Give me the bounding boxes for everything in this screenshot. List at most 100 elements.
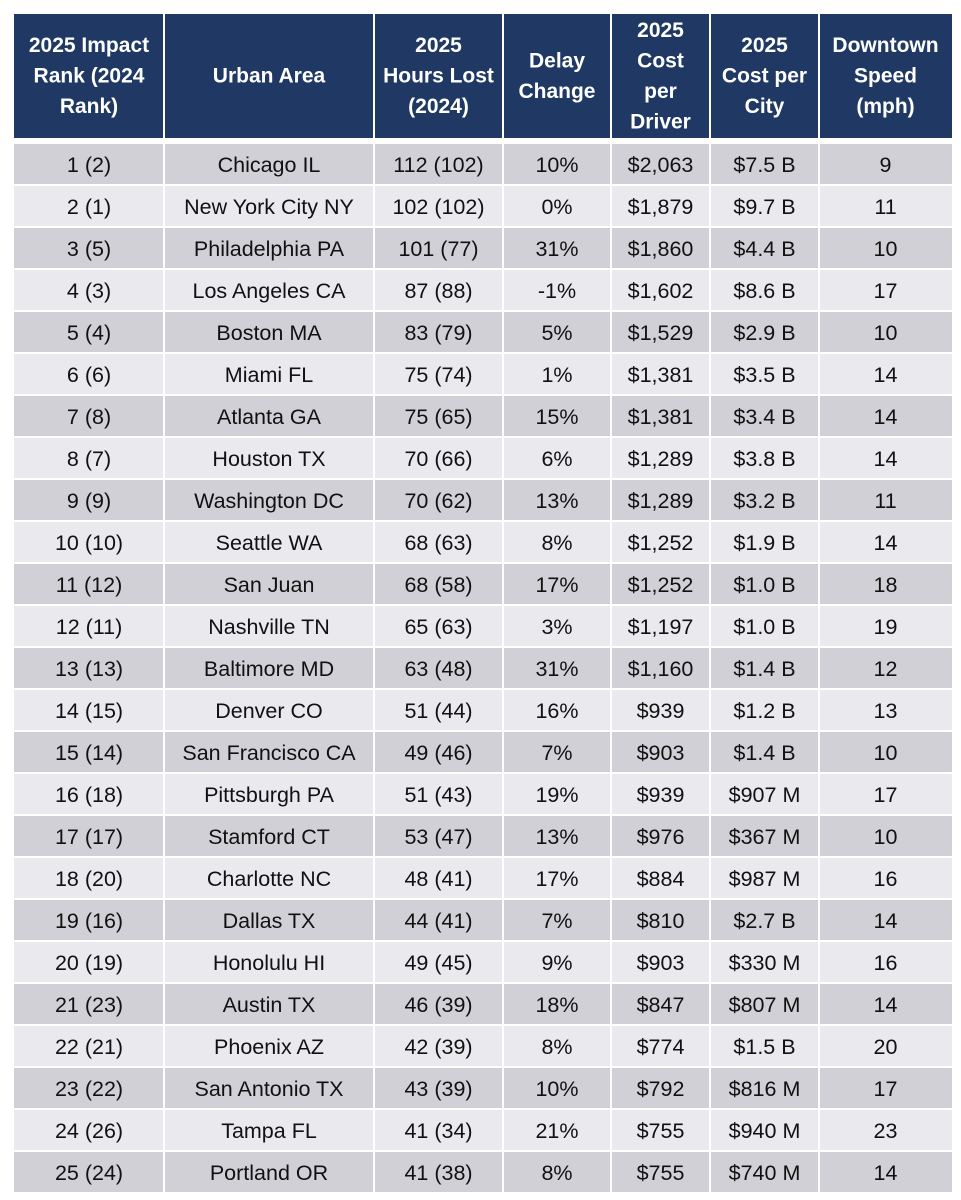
- table-cell-bg: [820, 984, 952, 1024]
- table-cell-bg: [14, 438, 163, 478]
- table-cell: 53 (47): [404, 825, 472, 849]
- table-cell: 65 (63): [404, 615, 472, 639]
- table-cell: 70 (62): [404, 489, 472, 513]
- table-cell: Baltimore MD: [204, 657, 334, 681]
- table-cell-bg: [612, 1068, 709, 1108]
- table-cell-bg: [14, 984, 163, 1024]
- table-cell-bg: [504, 1110, 610, 1150]
- table-cell: $903: [637, 741, 685, 765]
- table-cell: 13: [874, 699, 898, 723]
- table-cell-bg: [375, 606, 502, 646]
- table-cell-bg: [820, 270, 952, 310]
- table-row: 9 (9) Washington DC 70 (62) 13% $1,289 $3.2 B…: [14, 480, 952, 520]
- header-label: Speed: [854, 65, 917, 88]
- table-cell: -1%: [538, 279, 576, 303]
- table-cell-bg: [820, 354, 952, 394]
- table-cell: 12 (11): [56, 615, 123, 639]
- table-cell: Los Angeles CA: [193, 279, 347, 303]
- table-cell-bg: [504, 522, 610, 562]
- table-cell-bg: [375, 816, 502, 856]
- table-cell-bg: [711, 942, 818, 982]
- header-cell: [612, 14, 709, 138]
- table-cell: $4.4 B: [733, 237, 795, 261]
- table-cell-bg: [165, 270, 373, 310]
- table-row: 17 (17) Stamford CT 53 (47) 13% $976 $367 M 10: [14, 816, 952, 856]
- table-cell: 3%: [541, 615, 572, 639]
- table-cell: $976: [637, 825, 685, 849]
- table-cell-bg: [612, 270, 709, 310]
- table-cell-bg: [711, 312, 818, 352]
- table-cell: 2 (1): [67, 195, 111, 219]
- table-cell-bg: [820, 1110, 952, 1150]
- table-cell-bg: [14, 522, 163, 562]
- table-cell: 68 (63): [404, 531, 472, 555]
- table-row: 18 (20) Charlotte NC 48 (41) 17% $884 $987 M 1…: [14, 858, 952, 898]
- table-cell: 23 (22): [55, 1077, 123, 1101]
- table-cell: 17: [874, 783, 898, 807]
- table-cell: Charlotte NC: [207, 867, 331, 891]
- table-cell: $1.2 B: [733, 699, 795, 723]
- table-cell-bg: [504, 816, 610, 856]
- table-cell-bg: [711, 522, 818, 562]
- table-row: 6 (6) Miami FL 75 (74) 1% $1,381 $3.5 B 14: [14, 354, 952, 394]
- table-cell: 9 (9): [67, 489, 111, 513]
- table-cell: 3 (5): [67, 237, 111, 261]
- table-cell-bg: [711, 438, 818, 478]
- table-cell-bg: [14, 396, 163, 436]
- table-cell-bg: [820, 690, 952, 730]
- table-cell: 83 (79): [404, 321, 472, 345]
- table-cell: 13%: [535, 825, 578, 849]
- table-cell-bg: [820, 648, 952, 688]
- table-cell-bg: [504, 606, 610, 646]
- table-cell-bg: [612, 900, 709, 940]
- table-cell-bg: [612, 942, 709, 982]
- table-cell-bg: [711, 858, 818, 898]
- table-cell: 7%: [541, 909, 572, 933]
- header-label: Delay: [529, 49, 585, 72]
- table-cell: $2.7 B: [733, 909, 795, 933]
- table-cell: 17: [874, 1077, 898, 1101]
- table-cell: $1,289: [628, 489, 694, 513]
- table-cell-bg: [711, 732, 818, 772]
- header-label: 2025: [415, 34, 462, 57]
- table-cell: 48 (41): [404, 867, 472, 891]
- table-row: 1 (2) Chicago IL 112 (102) 10% $2,063 $7.5 B 9: [14, 144, 952, 184]
- table-cell-bg: [165, 648, 373, 688]
- table-cell-bg: [165, 144, 373, 184]
- table-cell: Seattle WA: [216, 531, 323, 555]
- table-cell-bg: [711, 144, 818, 184]
- table-cell: Houston TX: [212, 447, 325, 471]
- table-cell-bg: [711, 186, 818, 226]
- table-cell: 10%: [535, 153, 578, 177]
- table-cell: 1%: [541, 363, 572, 387]
- table-cell-bg: [375, 564, 502, 604]
- header-label: Rank): [60, 95, 118, 118]
- table-cell-bg: [165, 942, 373, 982]
- table-cell-bg: [820, 1068, 952, 1108]
- table-cell: 14: [874, 363, 898, 387]
- table-cell: New York City NY: [184, 195, 354, 219]
- table-cell: 11 (12): [56, 573, 123, 597]
- table-row: 24 (26) Tampa FL 41 (34) 21% $755 $940 M 23: [14, 1110, 952, 1150]
- table-cell-bg: [375, 1068, 502, 1108]
- table-cell-bg: [612, 396, 709, 436]
- table-cell: $367 M: [729, 825, 801, 849]
- table-cell: $1.0 B: [733, 615, 795, 639]
- table-cell-bg: [375, 1026, 502, 1066]
- header-label: Cost per: [722, 65, 807, 88]
- table-cell-bg: [165, 522, 373, 562]
- table-cell-bg: [711, 564, 818, 604]
- table-cell: 18 (20): [55, 867, 123, 891]
- table-cell-bg: [14, 228, 163, 268]
- table-cell: 4 (3): [67, 279, 111, 303]
- table-cell: 63 (48): [404, 657, 472, 681]
- table-cell: 21%: [535, 1119, 578, 1143]
- table-cell-bg: [612, 606, 709, 646]
- table-cell-bg: [612, 564, 709, 604]
- table-cell: $1.5 B: [733, 1035, 795, 1059]
- table-cell: 51 (44): [404, 699, 472, 723]
- table-cell: 20 (19): [55, 951, 123, 975]
- table-cell-bg: [711, 1068, 818, 1108]
- table-cell-bg: [375, 690, 502, 730]
- table-row: 10 (10) Seattle WA 68 (63) 8% $1,252 $1.9 B 14: [14, 522, 952, 562]
